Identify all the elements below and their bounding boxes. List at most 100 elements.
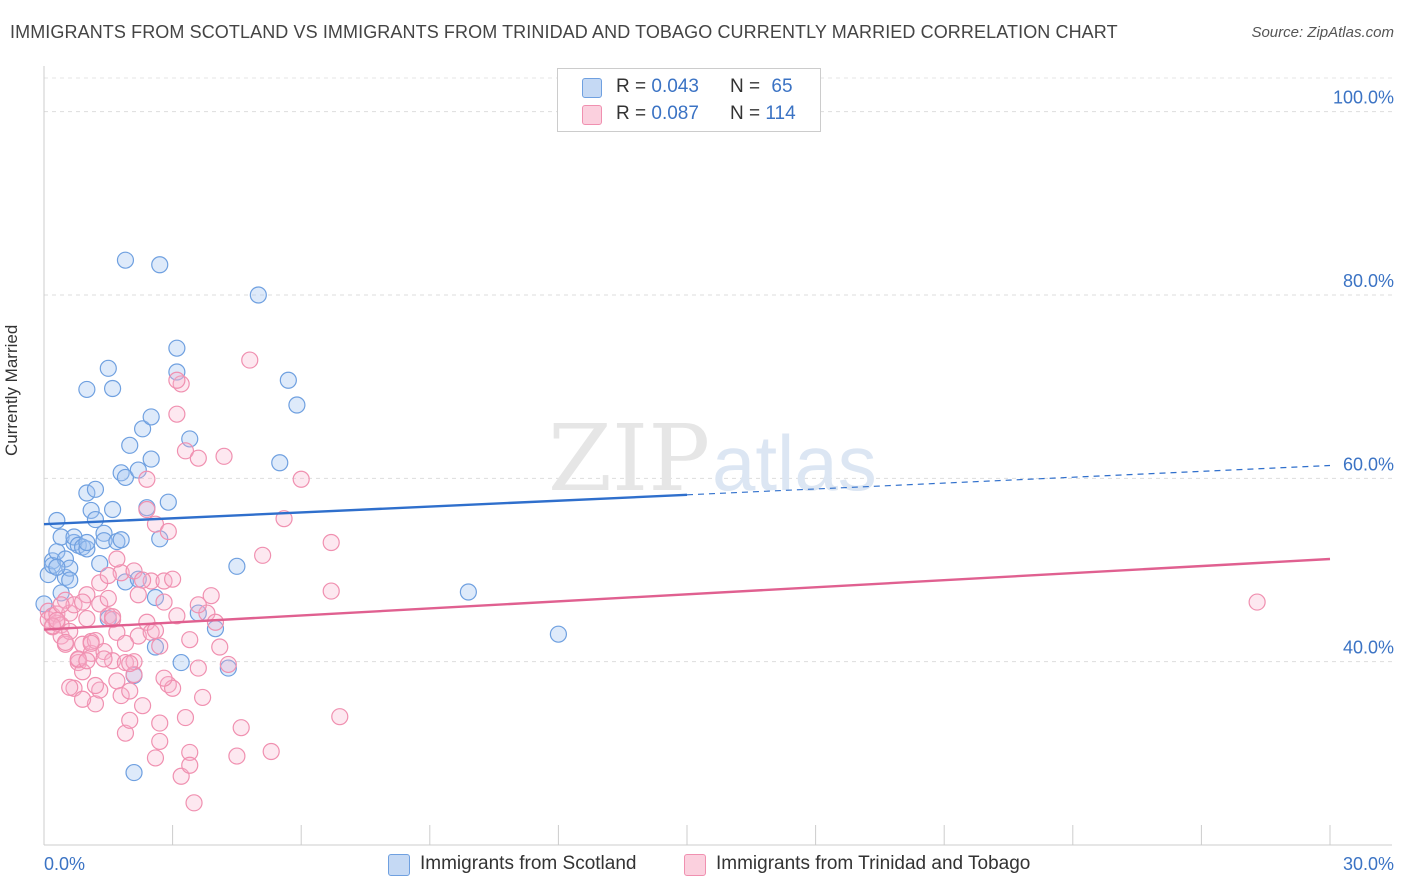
- point-trinidad: [241, 351, 259, 369]
- point-trinidad: [254, 546, 272, 564]
- r-label: R =: [616, 76, 647, 97]
- point-trinidad: [164, 570, 182, 588]
- point-trinidad: [168, 607, 186, 625]
- point-trinidad: [1248, 593, 1266, 611]
- y-tick-label: 60.0%: [1343, 454, 1394, 474]
- point-trinidad: [73, 663, 92, 681]
- x-tick-label: 0.0%: [44, 854, 85, 874]
- stats-row-scotland: R = 0.043 N = 65: [558, 74, 820, 100]
- point-scotland: [159, 493, 177, 511]
- point-scotland: [249, 286, 267, 304]
- point-trinidad: [159, 522, 177, 541]
- point-scotland: [279, 371, 297, 389]
- n-label: N =: [730, 103, 761, 124]
- point-trinidad: [133, 697, 152, 715]
- point-scotland: [78, 533, 96, 552]
- point-trinidad: [151, 732, 169, 751]
- point-scotland: [125, 763, 143, 782]
- legend-label-trinidad: Immigrants from Trinidad and Tobago: [716, 853, 1031, 874]
- point-trinidad: [151, 637, 169, 655]
- point-scotland: [116, 468, 135, 487]
- point-scotland: [95, 532, 113, 550]
- point-trinidad: [112, 564, 130, 582]
- point-trinidad: [86, 695, 105, 713]
- point-trinidad: [108, 550, 126, 568]
- legend-label-scotland: Immigrants from Scotland: [420, 853, 637, 874]
- y-tick-label: 40.0%: [1343, 638, 1394, 658]
- point-trinidad: [73, 690, 92, 708]
- legend-swatch-scotland: [388, 854, 410, 876]
- point-scotland: [61, 559, 79, 577]
- point-trinidad: [189, 659, 207, 677]
- point-trinidad: [95, 642, 113, 661]
- point-scotland: [459, 583, 477, 601]
- point-trinidad: [61, 678, 79, 696]
- point-trinidad: [181, 631, 199, 649]
- point-trinidad: [129, 586, 147, 604]
- point-trinidad: [52, 596, 70, 614]
- point-scotland: [146, 588, 165, 607]
- point-scotland: [168, 339, 186, 357]
- point-trinidad: [146, 749, 165, 767]
- n-value-scotland: 65: [771, 76, 793, 97]
- r-label: R =: [616, 103, 647, 124]
- point-trinidad: [125, 665, 143, 684]
- point-scotland: [103, 379, 122, 398]
- point-trinidad: [322, 533, 340, 552]
- n-value-trinidad: 114: [765, 103, 796, 124]
- point-trinidad: [151, 714, 169, 732]
- point-trinidad: [125, 562, 143, 580]
- legend-swatch-trinidad: [684, 854, 706, 876]
- point-scotland: [86, 510, 105, 529]
- point-trinidad: [56, 633, 75, 652]
- point-scotland: [78, 380, 96, 399]
- point-trinidad: [78, 609, 96, 628]
- trend-line-scotland-extension: [686, 464, 1331, 496]
- legend-swatch-scotland: [582, 78, 602, 98]
- r-value-scotland: 0.043: [651, 76, 699, 97]
- point-scotland: [142, 450, 160, 468]
- point-trinidad: [73, 593, 92, 611]
- point-scotland: [116, 251, 135, 269]
- x-tick-labels: 0.0% 30.0%: [44, 854, 1394, 874]
- point-scotland: [95, 524, 113, 542]
- point-scotland: [48, 558, 66, 576]
- point-trinidad: [142, 572, 160, 590]
- chart-title: IMMIGRANTS FROM SCOTLAND VS IMMIGRANTS F…: [10, 22, 1118, 42]
- point-scotland: [52, 528, 70, 546]
- point-trinidad: [155, 669, 173, 687]
- r-value-trinidad: 0.087: [651, 103, 699, 124]
- point-scotland: [78, 484, 96, 502]
- point-trinidad: [189, 596, 207, 614]
- point-trinidad: [181, 743, 199, 762]
- point-trinidad: [99, 589, 117, 608]
- point-trinidad: [91, 595, 109, 613]
- point-trinidad: [121, 654, 139, 673]
- point-scotland: [549, 625, 568, 643]
- point-trinidad: [155, 593, 173, 611]
- point-trinidad: [112, 686, 130, 705]
- point-trinidad: [99, 566, 117, 585]
- point-trinidad: [95, 650, 113, 668]
- point-trinidad: [116, 724, 135, 742]
- data-points: [35, 251, 1266, 812]
- legend-swatch-trinidad: [582, 105, 602, 125]
- point-trinidad: [215, 447, 233, 465]
- point-scotland: [61, 571, 79, 589]
- point-trinidad: [138, 500, 156, 519]
- point-trinidad: [322, 582, 340, 600]
- point-trinidad: [189, 449, 207, 467]
- point-scotland: [82, 501, 100, 520]
- point-trinidad: [211, 638, 229, 656]
- point-trinidad: [228, 747, 246, 765]
- point-trinidad: [206, 613, 225, 631]
- trend-lines: [43, 464, 1331, 631]
- point-trinidad: [194, 688, 212, 707]
- stats-row-trinidad: R = 0.087 N = 114: [558, 101, 820, 127]
- point-trinidad: [133, 571, 152, 589]
- y-tick-label: 80.0%: [1343, 271, 1394, 291]
- point-trinidad: [82, 634, 100, 652]
- point-scotland: [172, 653, 190, 672]
- point-scotland: [288, 396, 306, 414]
